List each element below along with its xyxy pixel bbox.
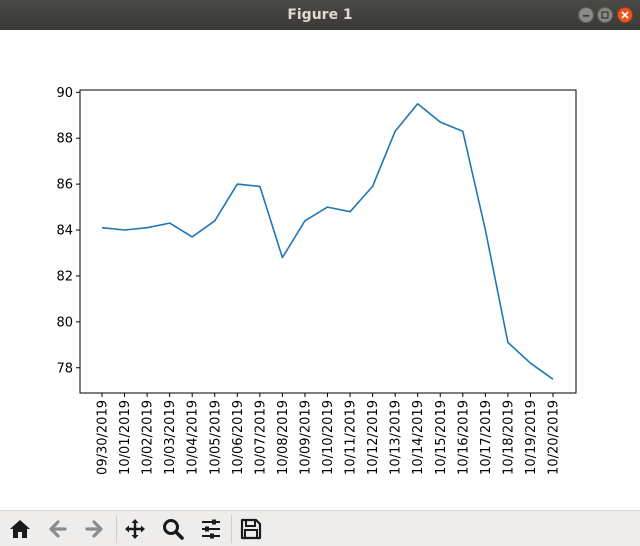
close-icon — [621, 11, 629, 19]
x-tick-label: 10/13/2019 — [389, 400, 404, 475]
plot-frame — [79, 89, 577, 394]
y-tick-label: 88 — [56, 132, 73, 147]
home-icon — [10, 520, 30, 538]
minimize-icon — [583, 15, 589, 17]
pan-button[interactable] — [121, 515, 149, 543]
toolbar-separator — [116, 515, 117, 543]
back-button[interactable] — [44, 515, 72, 543]
forward-button[interactable] — [80, 515, 108, 543]
home-button[interactable] — [6, 515, 34, 543]
y-tick-label: 80 — [56, 315, 73, 330]
x-tick-label: 10/07/2019 — [253, 400, 268, 475]
x-tick-label: 10/16/2019 — [456, 400, 471, 475]
x-tick-label: 10/05/2019 — [208, 400, 223, 475]
x-tick-label: 10/06/2019 — [231, 400, 246, 475]
x-tick-label: 10/20/2019 — [547, 400, 562, 475]
series-line — [101, 103, 554, 380]
chart-canvas: 78 80 82 84 86 88 90 09/30/2019 10/01/2019 10/02… — [56, 86, 577, 475]
x-tick-label: 10/09/2019 — [298, 400, 313, 475]
back-arrow-icon — [49, 520, 67, 538]
y-tick-label: 82 — [56, 269, 73, 284]
y-tick-label: 86 — [56, 178, 73, 193]
maximize-button[interactable] — [597, 7, 613, 23]
x-tick-label: 10/04/2019 — [186, 400, 201, 475]
x-tick-label: 10/10/2019 — [321, 400, 336, 475]
window-titlebar[interactable]: Figure 1 — [0, 0, 640, 30]
x-tick-label: 09/30/2019 — [96, 400, 111, 475]
x-tick-label: 10/02/2019 — [141, 400, 156, 475]
x-tick-label: 10/14/2019 — [411, 400, 426, 475]
x-tick-label: 10/19/2019 — [524, 400, 539, 475]
y-tick-label: 84 — [56, 224, 73, 239]
save-button[interactable] — [237, 515, 265, 543]
x-tick-label: 10/12/2019 — [366, 400, 381, 475]
save-icon — [240, 518, 262, 540]
y-tick-label: 90 — [56, 86, 73, 101]
x-tick-label: 10/15/2019 — [434, 400, 449, 475]
y-axis: 78 80 82 84 86 88 90 — [56, 86, 80, 376]
forward-arrow-icon — [85, 520, 103, 538]
toolbar-separator — [231, 515, 232, 543]
zoom-button[interactable] — [159, 515, 187, 543]
configure-subplots-icon — [202, 519, 220, 539]
configure-subplots-button[interactable] — [197, 515, 225, 543]
window-title: Figure 1 — [287, 7, 353, 23]
minimize-button[interactable] — [578, 7, 594, 23]
x-axis: 09/30/2019 10/01/2019 10/02/2019 10/03/2019… — [96, 393, 562, 475]
x-tick-label: 10/08/2019 — [276, 400, 291, 475]
maximize-icon — [601, 11, 609, 19]
move-icon — [125, 519, 145, 539]
x-tick-label: 10/03/2019 — [163, 400, 178, 475]
x-tick-label: 10/01/2019 — [118, 400, 133, 475]
x-tick-label: 10/11/2019 — [344, 400, 359, 475]
y-tick-label: 78 — [56, 361, 73, 376]
zoom-icon — [163, 519, 184, 540]
close-button[interactable] — [617, 7, 633, 23]
x-tick-label: 10/18/2019 — [501, 400, 516, 475]
navigation-toolbar — [0, 510, 640, 546]
x-tick-label: 10/17/2019 — [479, 400, 494, 475]
